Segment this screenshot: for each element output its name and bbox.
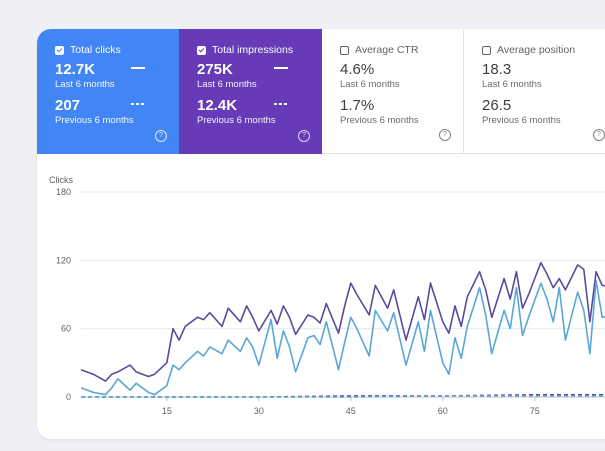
impressions-series-line (80, 261, 605, 382)
clicks-impressions-chart[interactable]: Clicks 0 60 120 180 15 30 45 60 75 (37, 154, 605, 439)
metric-tile-total-clicks[interactable]: Total clicks 12.7K Last 6 months 207 Pre… (37, 29, 179, 154)
metric-previous-value: 12.4K (197, 97, 238, 114)
metric-previous-value: 26.5 (482, 97, 512, 114)
clicks-previous-series-line (81, 395, 605, 398)
metric-previous-period: Previous 6 months (55, 115, 134, 126)
metric-current-value: 275K (197, 61, 233, 78)
solid-line-legend-icon (274, 67, 288, 69)
metric-current-value: 4.6% (340, 61, 375, 78)
metric-current-period: Last 6 months (197, 79, 257, 90)
metric-current-period: Last 6 months (55, 79, 115, 90)
checkbox-unchecked-icon[interactable] (482, 45, 491, 55)
dashed-line-legend-icon (131, 103, 145, 105)
help-icon[interactable]: ? (439, 129, 451, 141)
x-tick-label: 60 (438, 406, 448, 416)
checkbox-checked-icon[interactable] (197, 45, 206, 55)
performance-card: Total clicks 12.7K Last 6 months 207 Pre… (37, 29, 605, 439)
metric-current-value: 18.3 (482, 61, 512, 78)
help-icon[interactable]: ? (155, 130, 167, 142)
x-tick-label: 30 (254, 406, 264, 416)
metric-label: Total impressions (212, 44, 294, 56)
checkbox-checked-icon[interactable] (55, 45, 64, 55)
x-tick-label: 75 (530, 406, 540, 416)
metric-label: Average position (497, 44, 576, 56)
metric-header[interactable]: Total clicks (55, 43, 161, 57)
metric-previous-period: Previous 6 months (482, 115, 561, 126)
metric-header[interactable]: Average position (482, 43, 599, 57)
y-tick-label: 60 (61, 324, 71, 334)
metric-header[interactable]: Average CTR (340, 43, 445, 57)
metric-current-period: Last 6 months (340, 79, 400, 90)
clicks-series-line (80, 280, 605, 396)
metric-label: Total clicks (70, 44, 121, 56)
metric-current-value: 12.7K (55, 61, 96, 78)
y-tick-label: 0 (66, 392, 71, 402)
metric-previous-period: Previous 6 months (340, 115, 419, 126)
x-tick-label: 45 (346, 406, 356, 416)
metric-previous-value: 207 (55, 97, 81, 114)
metric-tiles: Total clicks 12.7K Last 6 months 207 Pre… (37, 29, 605, 154)
metric-tile-average-position[interactable]: Average position 18.3 Last 6 months 26.5… (464, 29, 605, 154)
metric-previous-period: Previous 6 months (197, 115, 276, 126)
checkbox-unchecked-icon[interactable] (340, 45, 349, 55)
x-tick-label: 15 (162, 406, 172, 416)
metric-previous-value: 1.7% (340, 97, 375, 114)
y-tick-label: 120 (56, 255, 71, 265)
metric-current-period: Last 6 months (482, 79, 542, 90)
metric-tile-total-impressions[interactable]: Total impressions 275K Last 6 months 12.… (179, 29, 322, 154)
solid-line-legend-icon (131, 67, 145, 69)
metric-label: Average CTR (355, 44, 419, 56)
help-icon[interactable]: ? (593, 129, 605, 141)
y-tick-label: 180 (56, 187, 71, 197)
y-axis-label: Clicks (49, 175, 73, 185)
dashed-line-legend-icon (274, 103, 288, 105)
help-icon[interactable]: ? (298, 130, 310, 142)
metric-header[interactable]: Total impressions (197, 43, 304, 57)
metric-tile-average-ctr[interactable]: Average CTR 4.6% Last 6 months 1.7% Prev… (322, 29, 464, 154)
